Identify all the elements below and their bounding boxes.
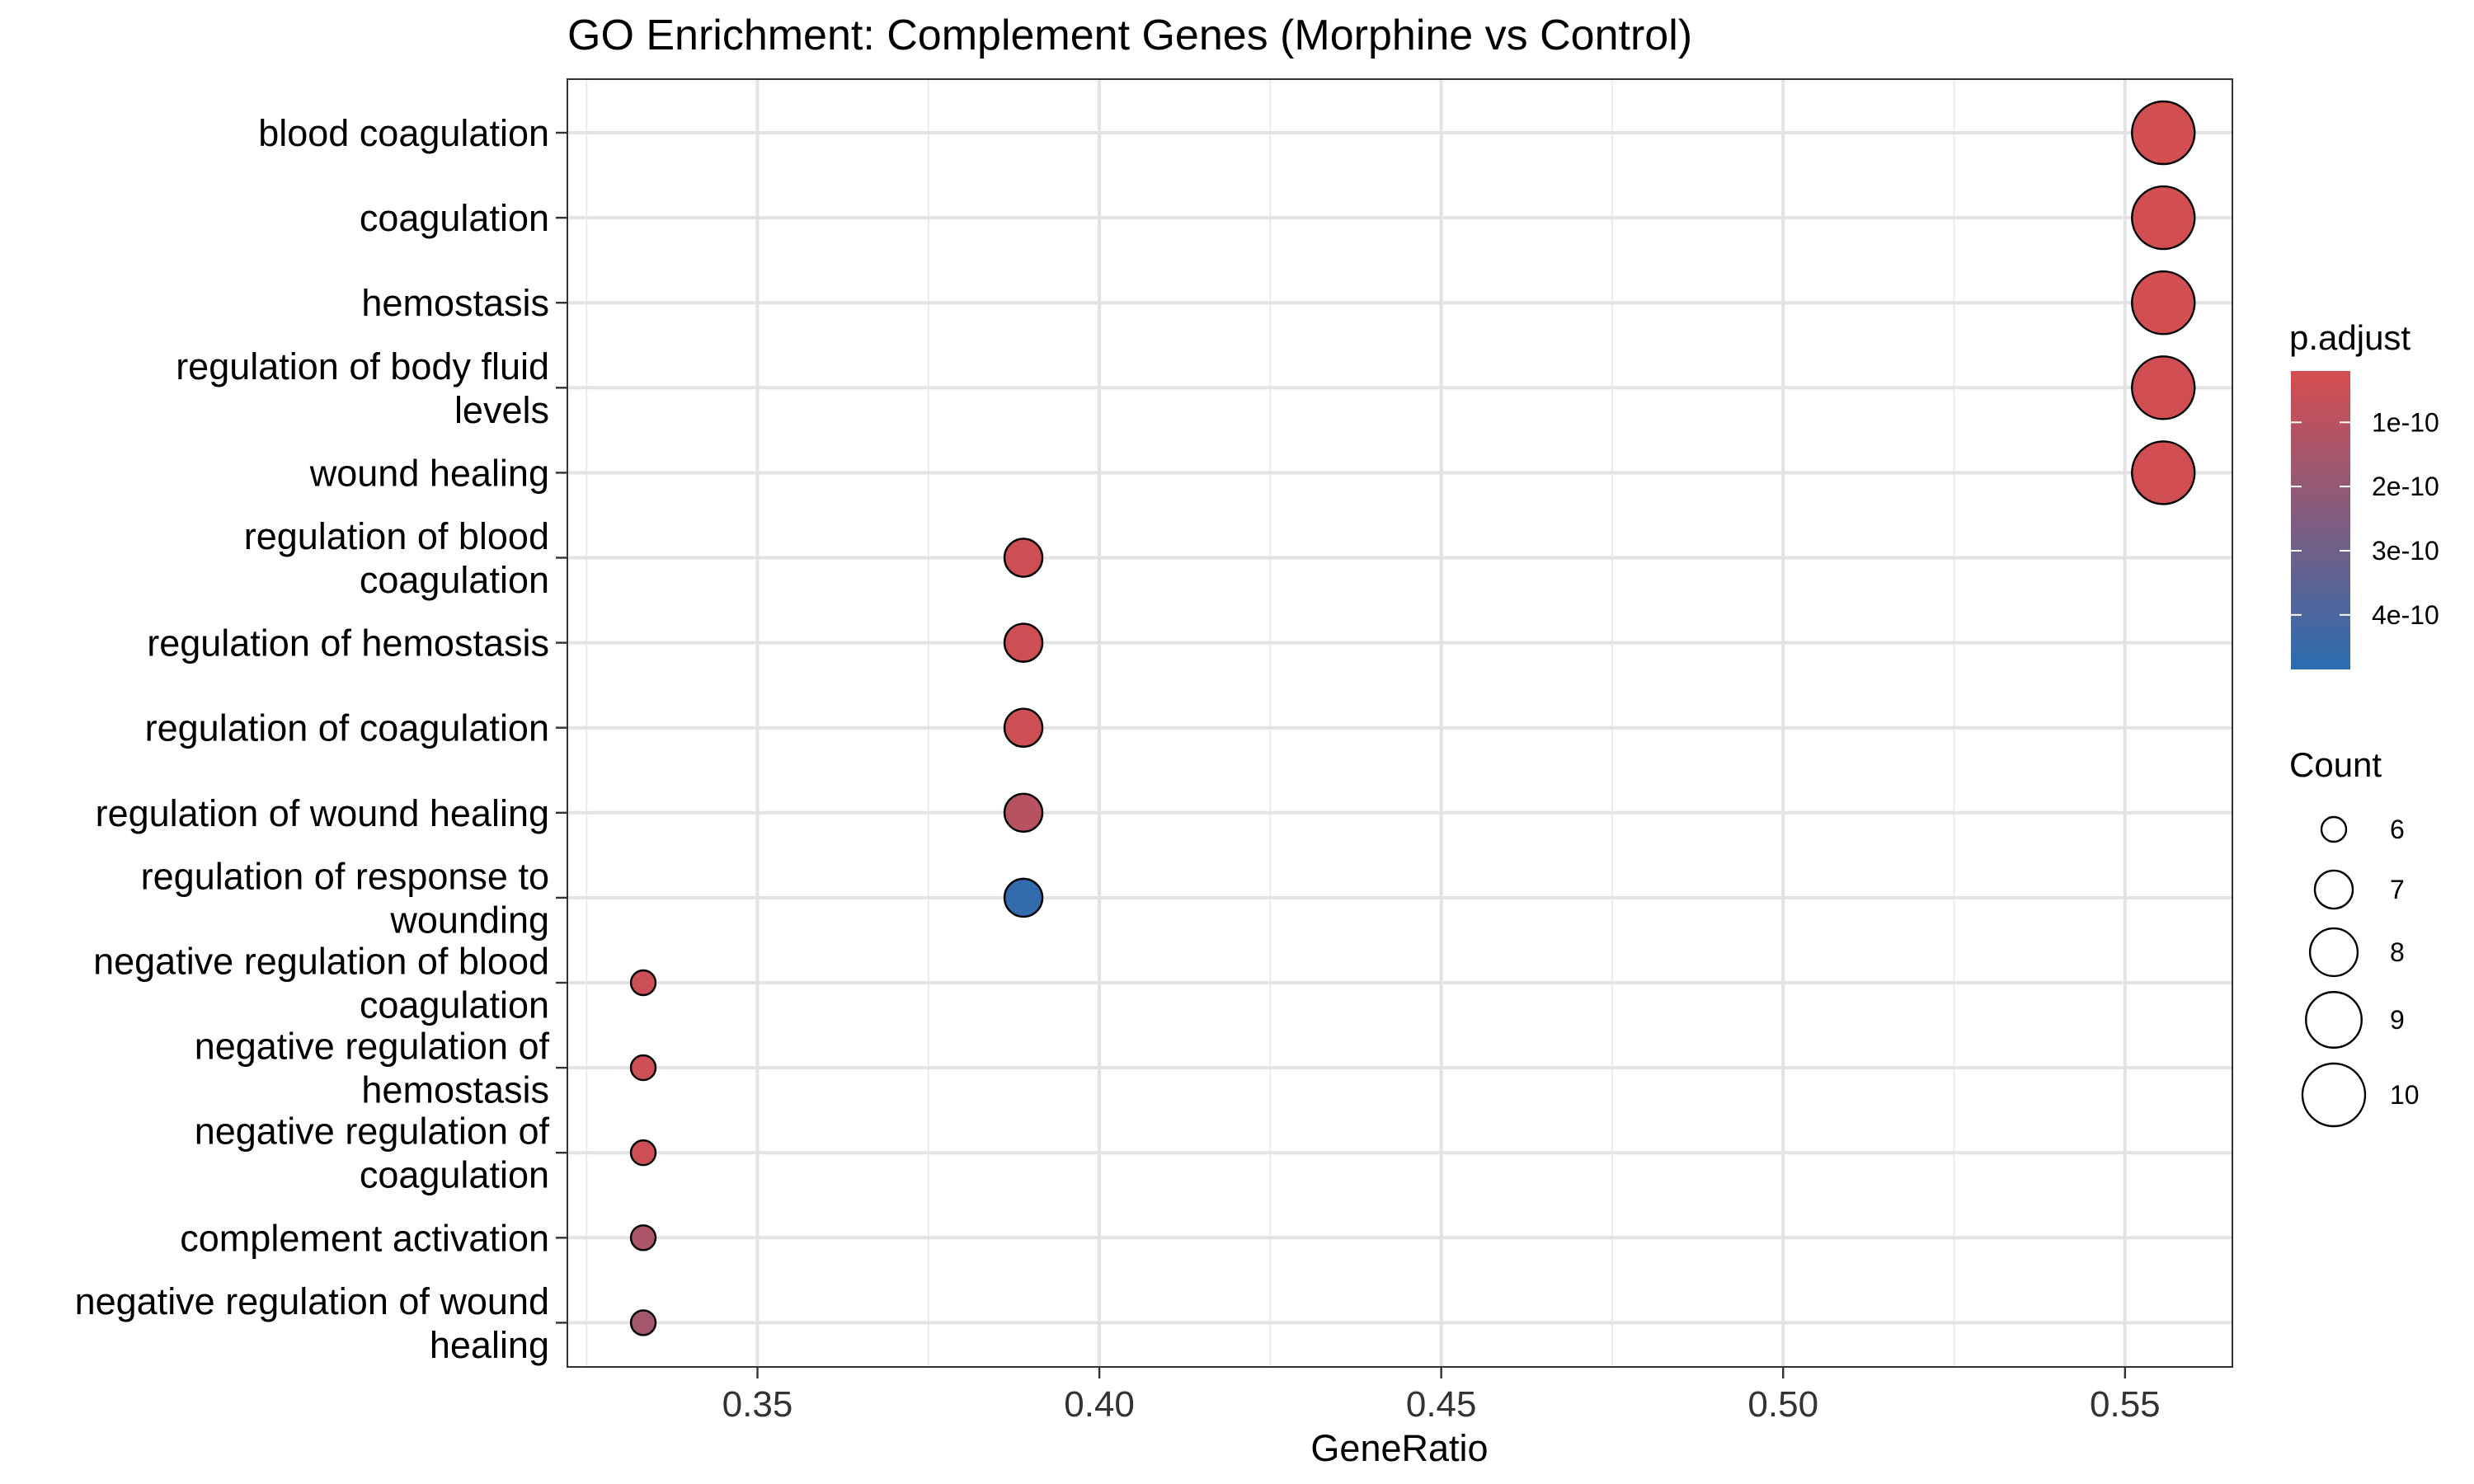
data-point [629, 1054, 657, 1082]
data-point [2131, 270, 2196, 336]
y-tick-label: negative regulation of [195, 1111, 550, 1153]
y-tick-label: wound healing [309, 452, 549, 494]
y-tick-label: hemostasis [361, 282, 549, 324]
x-tick-label: 0.35 [722, 1384, 793, 1425]
size-legend-circle [2320, 815, 2348, 843]
y-tick-label: coagulation [360, 559, 549, 601]
size-legend-circle [2305, 991, 2363, 1049]
y-tick-label: complement activation [180, 1217, 549, 1259]
y-tick-label: negative regulation of [195, 1026, 550, 1068]
data-point [629, 1224, 657, 1252]
color-legend: p.adjust 1e-10 2e-10 3e-10 4e-10 [2289, 318, 2439, 669]
y-tick-label: healing [430, 1324, 549, 1366]
panel-background [567, 79, 2232, 1367]
y-tick-label: negative regulation of wound [75, 1280, 549, 1322]
y-tick-label: wounding [389, 899, 549, 941]
color-tick-label: 1e-10 [2372, 407, 2439, 437]
y-tick-label: regulation of blood [244, 515, 549, 557]
color-tick-label: 2e-10 [2372, 472, 2439, 501]
panel-border [567, 78, 2233, 1368]
size-legend-circle [2301, 1062, 2367, 1128]
data-point [2131, 440, 2196, 505]
data-points [629, 100, 2196, 1336]
size-legend-circle [2308, 927, 2359, 978]
data-point [1003, 622, 1044, 663]
data-point [1003, 877, 1044, 918]
y-tick-label: negative regulation of blood [93, 941, 549, 983]
size-legend-circle [2313, 869, 2354, 910]
size-legend-label: 10 [2390, 1080, 2420, 1110]
data-point [629, 969, 657, 997]
major-gridlines [567, 79, 2232, 1367]
data-point [2131, 100, 2196, 166]
data-point [629, 1139, 657, 1167]
y-tick-label: coagulation [360, 1154, 549, 1196]
size-legend-label: 8 [2390, 937, 2405, 967]
color-legend-bar [2291, 371, 2350, 669]
data-point [629, 1309, 657, 1336]
x-tick-label: 0.55 [2090, 1384, 2161, 1425]
size-legend: Count 6 7 8 9 10 [2289, 745, 2420, 1128]
size-legend-label: 7 [2390, 875, 2405, 904]
data-point [1003, 707, 1044, 748]
size-legend-label: 9 [2390, 1005, 2405, 1035]
y-tick-label: levels [454, 389, 549, 431]
size-legend-title: Count [2289, 745, 2382, 784]
y-tick-label: blood coagulation [258, 112, 549, 154]
data-point [2131, 185, 2196, 251]
y-tick-label: coagulation [360, 984, 549, 1026]
x-tick-label: 0.45 [1406, 1384, 1477, 1425]
data-point [1003, 792, 1044, 834]
chart-title: GO Enrichment: Complement Genes (Morphin… [567, 12, 1692, 59]
x-axis-title: GeneRatio [1310, 1427, 1488, 1469]
y-tick-label: regulation of body fluid [176, 345, 549, 387]
y-tick-label: regulation of response to [141, 855, 549, 897]
color-legend-ticks: 1e-10 2e-10 3e-10 4e-10 [2291, 407, 2439, 630]
y-tick-label: regulation of hemostasis [147, 622, 549, 665]
x-axis: 0.35 0.40 0.45 0.50 0.55 [722, 1367, 2161, 1425]
y-tick-label: coagulation [360, 197, 549, 239]
y-axis: blood coagulation coagulation hemostasis re… [75, 112, 567, 1366]
x-tick-label: 0.50 [1747, 1384, 1818, 1425]
y-tick-label: regulation of coagulation [145, 707, 549, 749]
size-legend-label: 6 [2390, 815, 2405, 844]
y-tick-label: regulation of wound healing [96, 792, 549, 834]
color-legend-title: p.adjust [2289, 318, 2411, 357]
x-tick-label: 0.40 [1064, 1384, 1135, 1425]
data-point [1003, 538, 1044, 578]
color-tick-label: 4e-10 [2372, 600, 2439, 630]
plot-panel [567, 78, 2233, 1368]
color-tick-label: 3e-10 [2372, 536, 2439, 566]
size-legend-keys: 6 7 8 9 10 [2301, 815, 2420, 1128]
data-point [2131, 355, 2196, 420]
y-tick-label: hemostasis [361, 1069, 549, 1111]
